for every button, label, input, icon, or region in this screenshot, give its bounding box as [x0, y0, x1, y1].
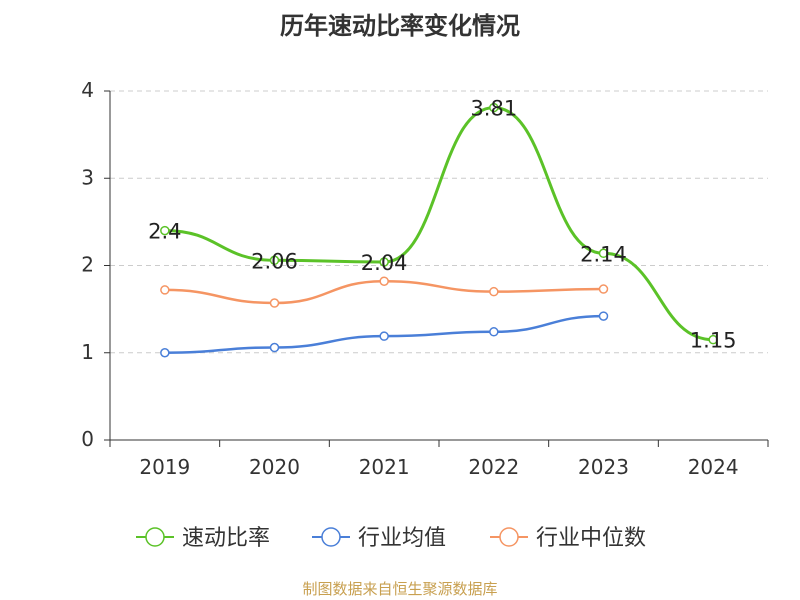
data-point — [708, 334, 718, 345]
source-note: 制图数据来自恒生聚源数据库 — [302, 580, 498, 598]
legend-marker — [145, 527, 165, 547]
x-tick-label: 2019 — [139, 455, 190, 479]
x-tick-label: 2021 — [359, 455, 410, 479]
y-tick-label: 0 — [81, 427, 94, 451]
chart-title: 历年速动比率变化情况 — [280, 12, 520, 40]
data-point — [269, 342, 280, 353]
data-point — [489, 102, 499, 113]
data-label: 2.4 — [148, 220, 181, 244]
legend-label: 行业中位数 — [536, 526, 646, 551]
y-tick-label: 3 — [81, 165, 94, 189]
data-point — [489, 327, 499, 337]
data-label: 2.14 — [580, 242, 627, 266]
data-point — [489, 286, 499, 297]
x-tick-label: 2024 — [688, 455, 739, 479]
legend-label: 速动比率 — [182, 526, 270, 551]
legend-marker — [499, 527, 519, 547]
y-tick-label: 4 — [81, 78, 94, 102]
data-point — [379, 331, 389, 341]
legend-label: 行业均值 — [358, 526, 446, 551]
y-tick-label: 1 — [81, 340, 94, 364]
data-point — [160, 348, 170, 358]
series-line — [164, 106, 714, 342]
x-tick-label: 2023 — [578, 455, 629, 479]
data-point — [269, 255, 280, 266]
data-point — [160, 225, 170, 236]
x-tick-label: 2022 — [468, 455, 519, 479]
data-point — [160, 285, 170, 295]
x-tick-label: 2020 — [249, 455, 300, 479]
data-label: 1.15 — [690, 329, 737, 353]
data-label: 2.06 — [251, 249, 298, 273]
y-tick-label: 2 — [81, 253, 94, 277]
data-label: 2.04 — [361, 251, 408, 275]
data-point — [379, 276, 389, 286]
data-label: 3.81 — [470, 97, 517, 121]
data-point — [379, 257, 389, 267]
data-point — [269, 298, 280, 308]
data-point — [598, 284, 609, 294]
data-point — [598, 248, 609, 259]
legend-marker — [321, 527, 341, 547]
data-point — [598, 311, 609, 321]
